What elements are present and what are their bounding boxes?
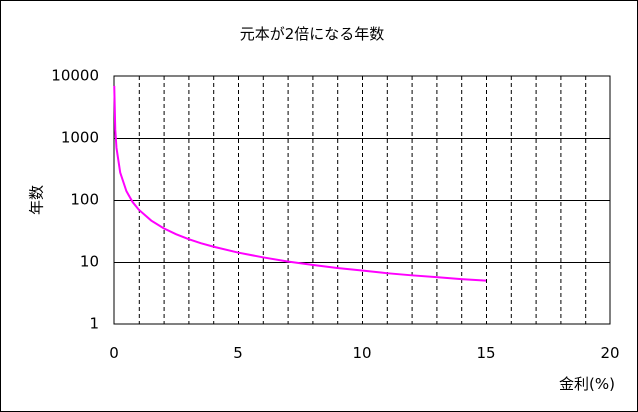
y-axis-ticks: 1 10 100 1000 10000 <box>51 67 99 333</box>
chart-title: 元本が2倍になる年数 <box>240 25 385 43</box>
x-tick-label: 10 <box>352 344 371 362</box>
y-tick-label: 1 <box>89 315 99 333</box>
series-line <box>113 85 487 282</box>
x-tick-label: 5 <box>233 344 243 362</box>
plot-area <box>113 75 611 325</box>
y-tick-label: 10000 <box>51 67 99 85</box>
x-tick-label: 20 <box>600 344 619 362</box>
y-axis-label: 年数 <box>28 185 46 215</box>
y-tick-label: 10 <box>80 253 99 271</box>
x-tick-label: 15 <box>476 344 495 362</box>
y-tick-label: 1000 <box>61 129 99 147</box>
y-tick-label: 100 <box>70 191 99 209</box>
x-axis-ticks: 0 5 10 15 20 <box>109 344 619 362</box>
x-axis-label: 金利(%) <box>559 375 615 393</box>
x-tick-label: 0 <box>109 344 119 362</box>
grid <box>114 76 610 324</box>
